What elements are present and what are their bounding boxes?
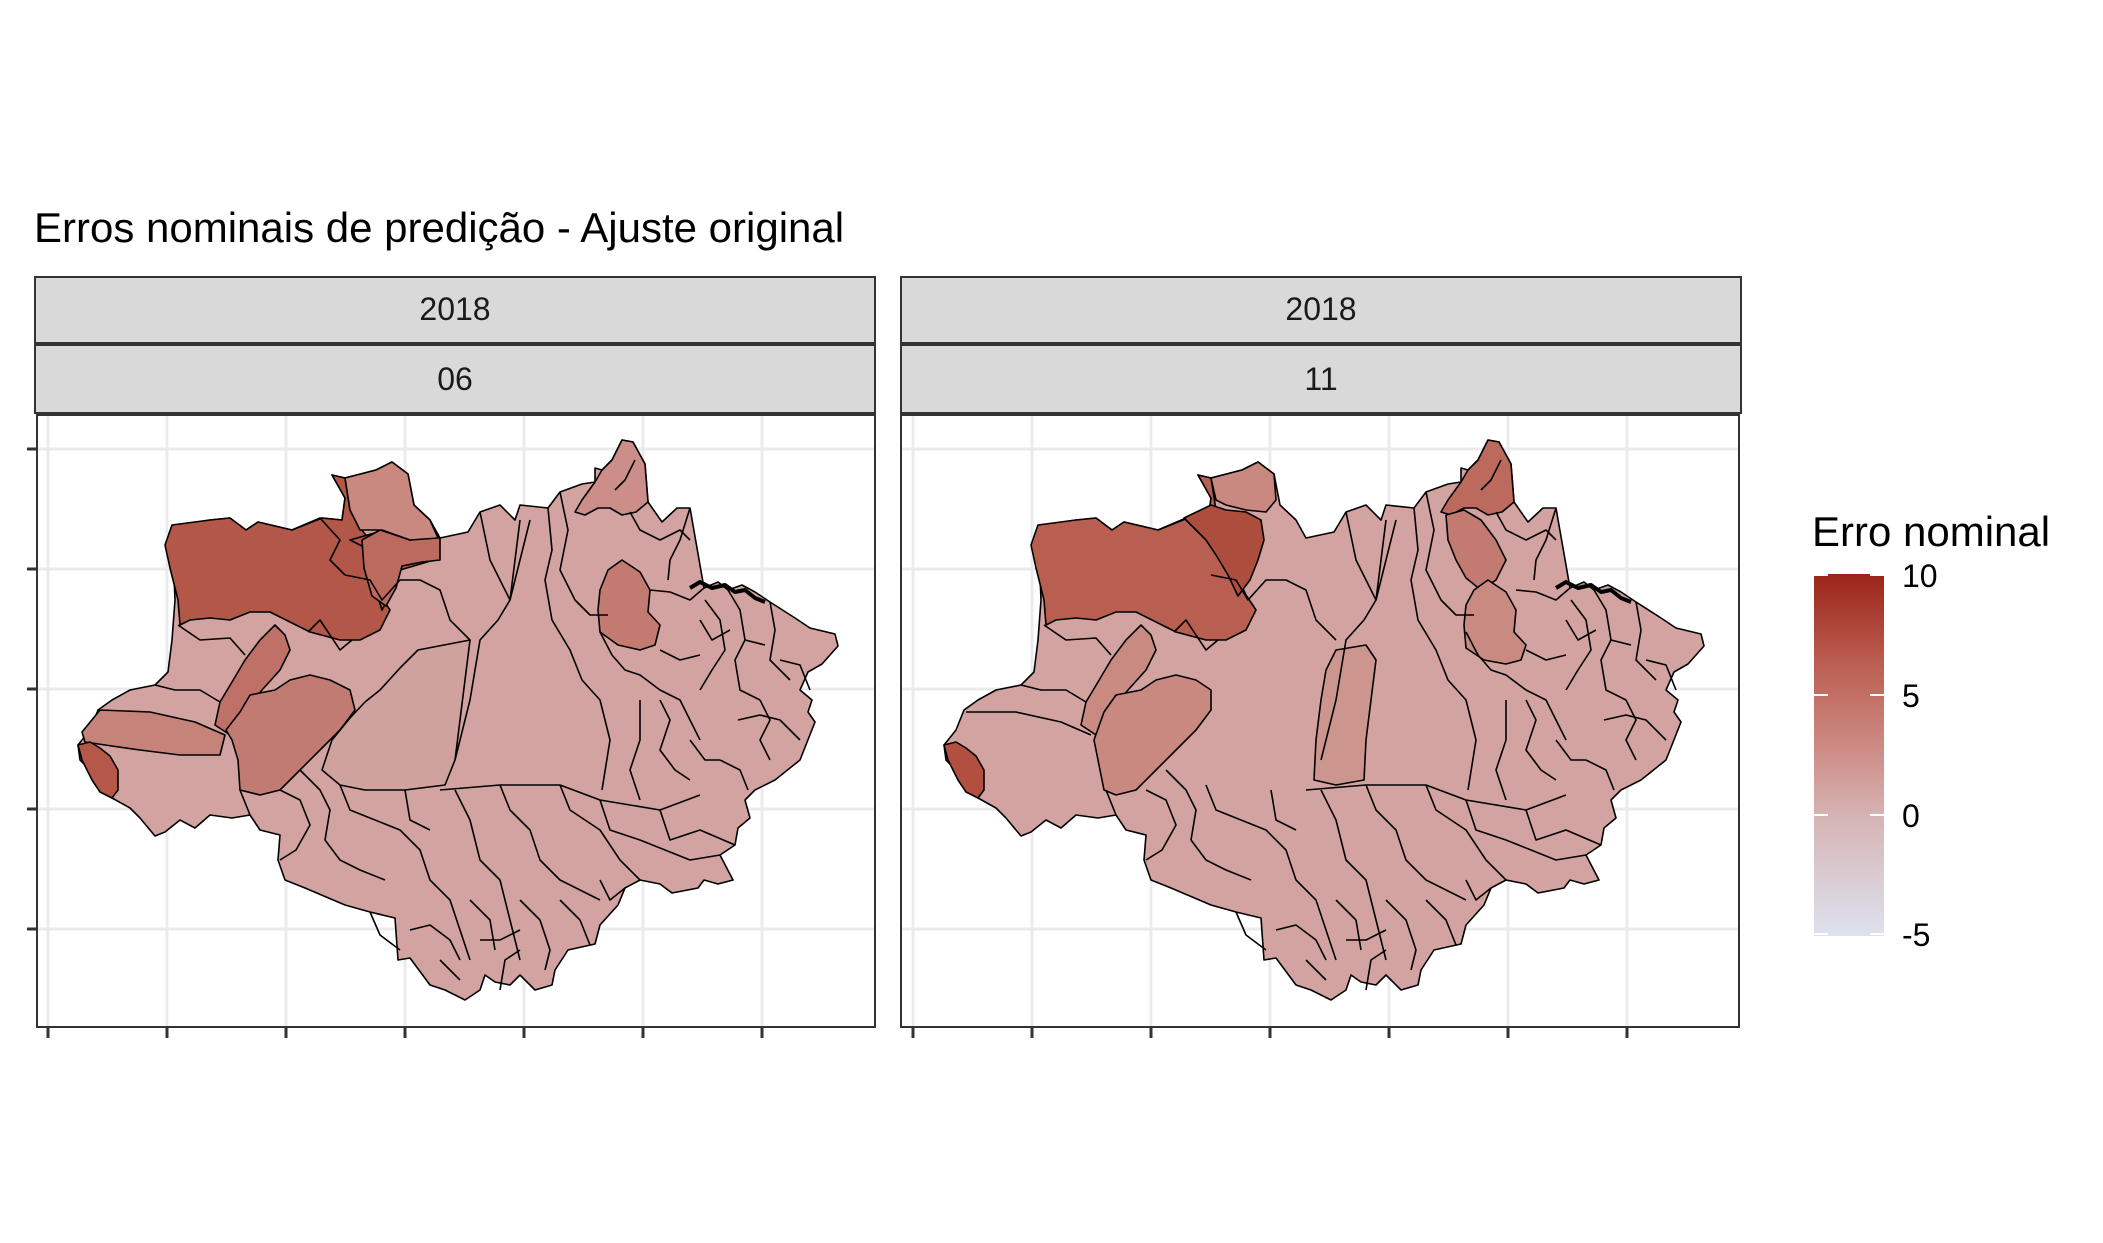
region-tocantins	[1313, 644, 1377, 786]
region-amapa-upper	[574, 439, 649, 516]
chart-title: Erros nominais de predição - Ajuste orig…	[34, 204, 844, 251]
strip-month-label-left: 06	[437, 361, 473, 397]
region-acre-tip	[943, 741, 985, 799]
region-para-ne	[1445, 509, 1507, 591]
region-divisions-5	[614, 459, 811, 801]
region-acre-tip	[77, 741, 119, 799]
legend: Erro nominal 10 5 0 -5	[1812, 508, 2050, 953]
strip-top-left	[34, 276, 876, 344]
axis-ticks-left	[27, 447, 764, 1038]
legend-tick-10: 10	[1902, 558, 1938, 594]
region-divisions-5	[1480, 459, 1677, 801]
region-madeira-sw	[225, 674, 356, 796]
region-divisions-2	[1410, 491, 1667, 791]
region-roraima	[1183, 504, 1265, 597]
map-regions-left	[77, 439, 839, 1001]
strip-year-left: 2018	[419, 291, 490, 327]
region-acre-strip	[81, 709, 226, 756]
legend-tick-minus5: -5	[1902, 917, 1930, 953]
region-divisions-1	[154, 511, 531, 703]
axis-ticks-right	[911, 1027, 1629, 1038]
legend-tick-5: 5	[1902, 678, 1920, 714]
region-para-east	[597, 559, 661, 651]
region-divisions-4	[1235, 879, 1492, 991]
strip-month-left	[34, 344, 876, 414]
region-divisions-3	[1105, 769, 1602, 961]
region-divisions-4	[369, 879, 626, 991]
region-divisions-3	[239, 769, 736, 961]
panel-left: 2018 06	[27, 276, 876, 1038]
coast-dark	[688, 580, 766, 604]
region-roraima-mid	[344, 461, 439, 541]
region-mato-grosso	[439, 784, 701, 811]
region-amapa-upper	[1440, 439, 1515, 516]
strip-year-right: 2018	[1285, 291, 1356, 327]
region-divisions-2	[544, 491, 801, 791]
strip-month-right	[900, 344, 1742, 414]
panel-right: 2018 11	[900, 276, 1742, 1038]
legend-title: Erro nominal	[1812, 508, 2050, 555]
legend-tick-marks	[1814, 574, 1884, 935]
region-madeira-sw	[1093, 674, 1212, 796]
strip-month-label-right: 11	[1304, 361, 1337, 397]
legend-colorbar	[1814, 574, 1884, 936]
region-para-east	[1463, 579, 1527, 665]
region-tocantins	[321, 639, 471, 791]
legend-tick-0: 0	[1902, 798, 1920, 834]
region-nw-bound	[1320, 519, 1387, 761]
coast-dark	[1554, 580, 1632, 604]
region-roraima-mid	[1210, 461, 1277, 513]
region-nw-bound	[454, 519, 521, 761]
region-divisions-1	[966, 511, 1397, 736]
strip-top-right	[900, 276, 1742, 344]
region-mato-grosso	[1305, 784, 1567, 811]
map-regions-right	[943, 439, 1705, 1001]
